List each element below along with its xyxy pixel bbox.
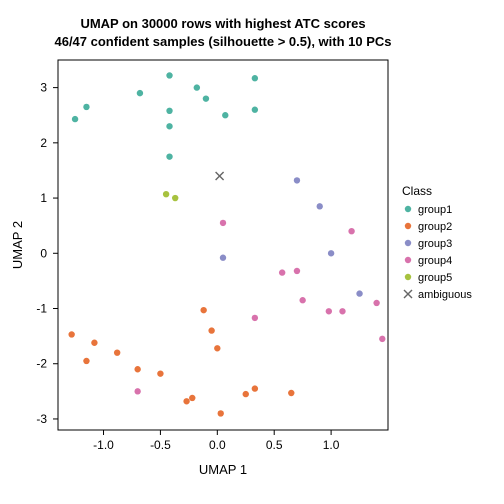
point-group3 xyxy=(328,250,334,256)
y-tick-label: -1 xyxy=(36,302,47,316)
point-group3 xyxy=(220,255,226,261)
point-group2 xyxy=(252,385,258,391)
point-group1 xyxy=(166,108,172,114)
point-group4 xyxy=(220,220,226,226)
legend-label-ambiguous: ambiguous xyxy=(418,289,472,301)
point-group2 xyxy=(189,395,195,401)
point-group1 xyxy=(194,84,200,90)
y-tick-label: 3 xyxy=(40,81,47,95)
point-group2 xyxy=(134,366,140,372)
chart-bg xyxy=(0,0,504,504)
point-group2 xyxy=(183,398,189,404)
point-group2 xyxy=(157,370,163,376)
legend-label-group4: group4 xyxy=(418,255,452,267)
point-group5 xyxy=(163,191,169,197)
x-tick-label: 1.0 xyxy=(323,438,340,452)
legend-marker-group3 xyxy=(405,240,411,246)
point-group1 xyxy=(166,123,172,129)
x-tick-label: -0.5 xyxy=(150,438,171,452)
y-tick-label: -3 xyxy=(36,412,47,426)
point-group2 xyxy=(243,391,249,397)
point-group4 xyxy=(379,336,385,342)
chart-title-1: UMAP on 30000 rows with highest ATC scor… xyxy=(80,16,365,31)
x-tick-label: -1.0 xyxy=(93,438,114,452)
point-group4 xyxy=(252,315,258,321)
y-tick-label: 0 xyxy=(40,246,47,260)
legend-label-group5: group5 xyxy=(418,272,452,284)
point-group2 xyxy=(288,390,294,396)
legend-label-group2: group2 xyxy=(418,221,452,233)
point-group2 xyxy=(68,331,74,337)
point-group2 xyxy=(218,410,224,416)
y-tick-label: -2 xyxy=(36,357,47,371)
legend-title: Class xyxy=(402,184,432,198)
point-group1 xyxy=(203,95,209,101)
point-group4 xyxy=(134,388,140,394)
point-group2 xyxy=(214,345,220,351)
point-group2 xyxy=(91,340,97,346)
legend-label-group3: group3 xyxy=(418,238,452,250)
legend-label-group1: group1 xyxy=(418,204,452,216)
point-group4 xyxy=(373,300,379,306)
point-group3 xyxy=(317,203,323,209)
point-group1 xyxy=(166,153,172,159)
point-group4 xyxy=(279,269,285,275)
chart-title-2: 46/47 confident samples (silhouette > 0.… xyxy=(54,34,391,49)
point-group1 xyxy=(252,107,258,113)
y-tick-label: 1 xyxy=(40,191,47,205)
legend-marker-group2 xyxy=(405,223,411,229)
x-tick-label: 0.0 xyxy=(209,438,226,452)
point-group2 xyxy=(208,327,214,333)
point-group3 xyxy=(356,290,362,296)
point-group4 xyxy=(299,297,305,303)
point-group4 xyxy=(326,308,332,314)
y-axis-label: UMAP 2 xyxy=(10,221,25,269)
point-group1 xyxy=(72,116,78,122)
point-group1 xyxy=(166,72,172,78)
y-tick-label: 2 xyxy=(40,136,47,150)
point-group1 xyxy=(222,112,228,118)
point-group1 xyxy=(83,104,89,110)
point-group2 xyxy=(200,307,206,313)
point-group2 xyxy=(114,349,120,355)
point-group4 xyxy=(339,308,345,314)
x-tick-label: 0.5 xyxy=(266,438,283,452)
legend-marker-group4 xyxy=(405,257,411,263)
point-group5 xyxy=(172,195,178,201)
point-group2 xyxy=(83,358,89,364)
point-group3 xyxy=(294,177,300,183)
point-group1 xyxy=(252,75,258,81)
legend-marker-group1 xyxy=(405,206,411,212)
point-group1 xyxy=(137,90,143,96)
x-axis-label: UMAP 1 xyxy=(199,462,247,477)
point-group4 xyxy=(348,228,354,234)
legend-marker-group5 xyxy=(405,274,411,280)
point-group4 xyxy=(294,268,300,274)
